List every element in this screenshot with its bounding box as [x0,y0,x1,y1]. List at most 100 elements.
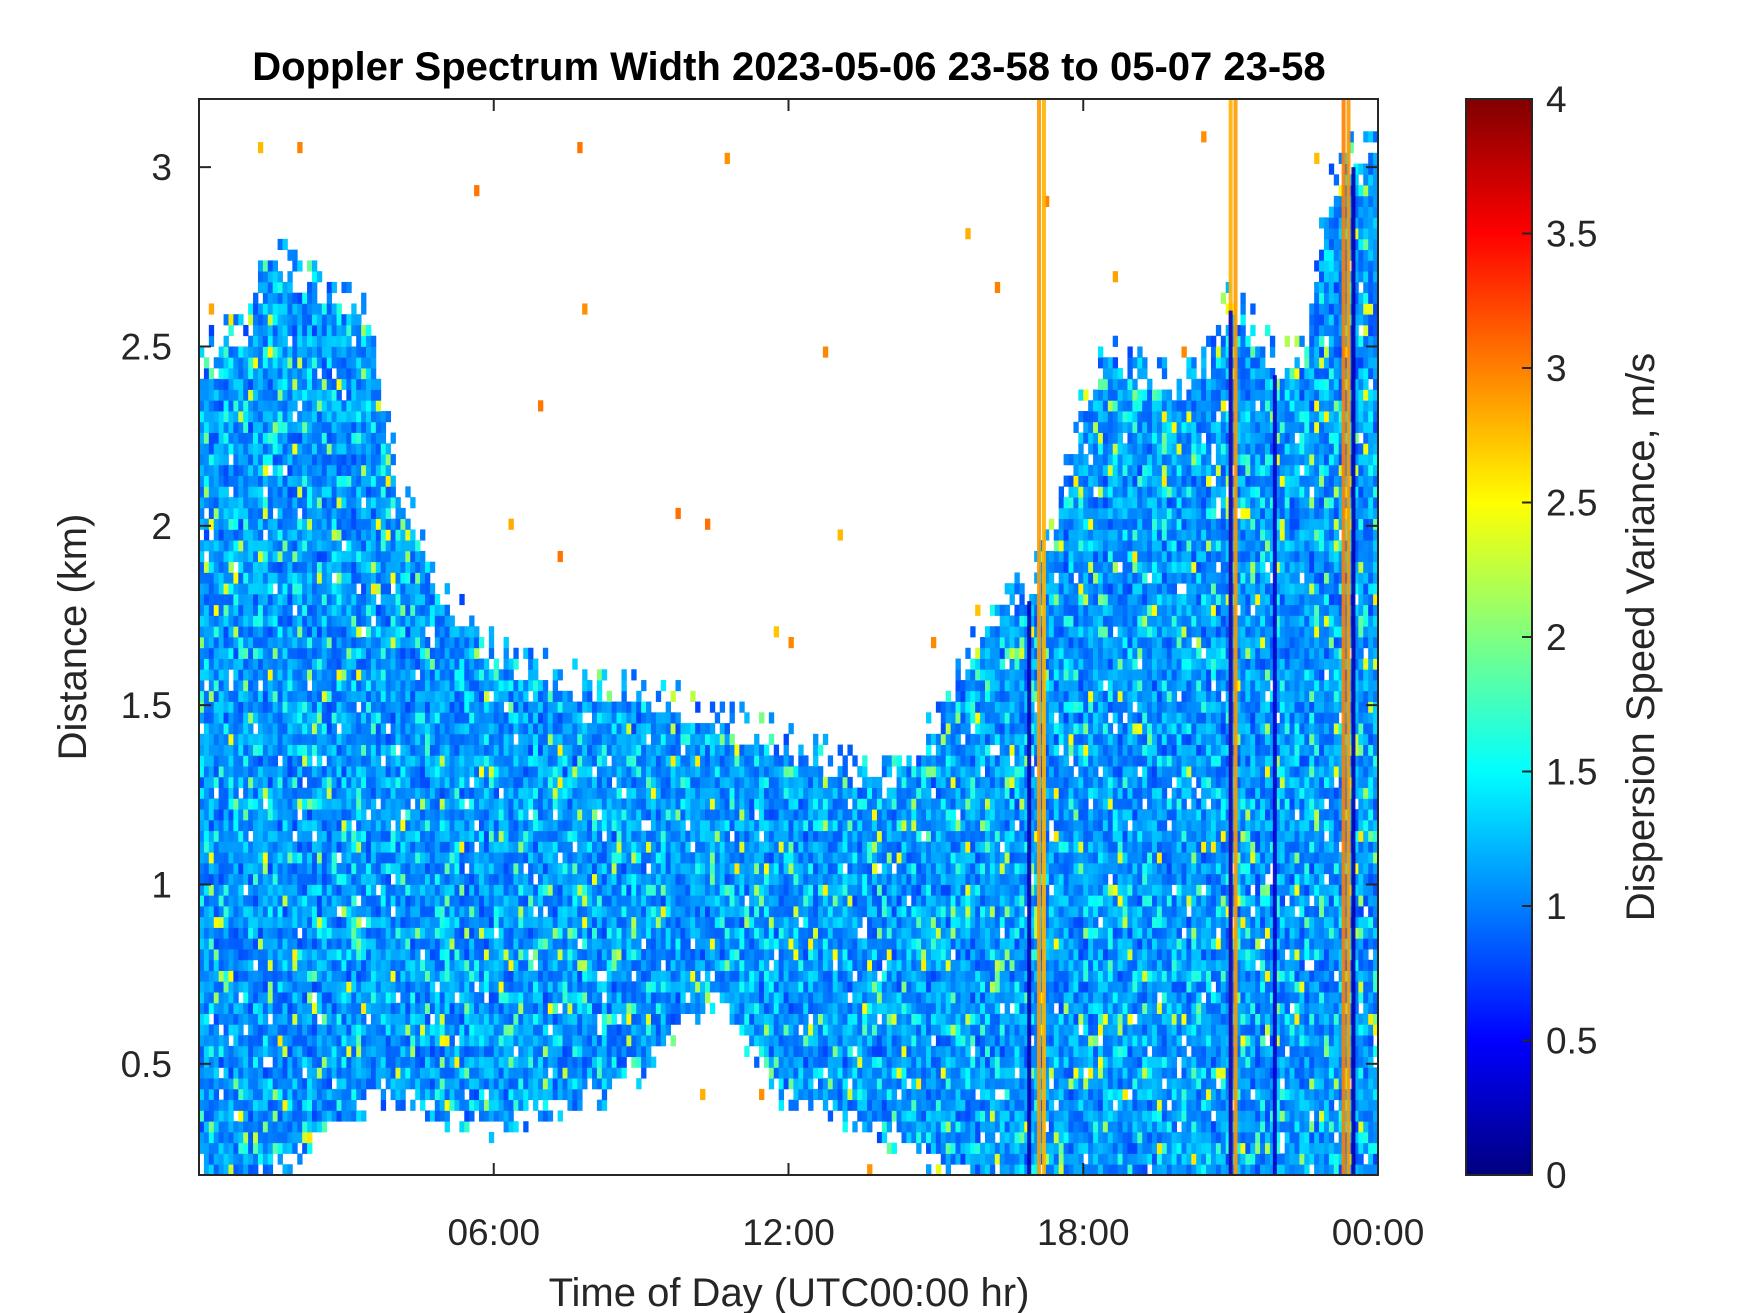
heatmap-cell [498,830,504,842]
heatmap-cell [282,992,288,1004]
heatmap-cell [606,1002,613,1014]
heatmap-cell [208,981,215,993]
heatmap-cell [587,852,593,864]
heatmap-cell [567,906,573,918]
heatmap-cell [292,529,298,541]
heatmap-cell [385,1045,391,1058]
heatmap-cell [577,1045,583,1058]
heatmap-cell [587,723,593,735]
heatmap-cell [488,680,495,692]
heatmap-cell [302,766,308,778]
heatmap-cell [601,981,608,993]
heatmap-cell [228,830,234,842]
heatmap-cell [321,819,328,832]
heatmap-cell [356,1035,362,1047]
heatmap-cell [228,819,234,832]
heatmap-cell [238,604,244,616]
heatmap-cell [277,389,283,401]
heatmap-cell [479,916,485,928]
heatmap-cell [253,884,259,896]
heatmap-cell [479,755,485,767]
heatmap-cell [248,626,254,638]
heatmap-cell [444,583,450,595]
heatmap-cell [208,992,215,1004]
heatmap-cell [287,497,293,509]
heatmap-cell [542,927,549,939]
heatmap-cell [370,669,377,681]
heatmap-cell [444,1067,450,1079]
heatmap-cell [537,830,544,842]
heatmap-cell [331,733,337,745]
heatmap-cell [567,981,573,993]
heatmap-cell [223,1067,229,1079]
heatmap-cell [439,1024,446,1036]
heatmap-cell [616,809,622,821]
heatmap-cell [380,1045,387,1058]
heatmap-cell [233,766,239,778]
heatmap-cell [444,776,450,789]
heatmap-cell [596,744,603,756]
heatmap-cell [572,1024,578,1036]
heatmap-cell [267,690,274,702]
heatmap-cell [380,949,387,961]
heatmap-cell [587,1002,593,1014]
heatmap-cell [488,873,495,885]
heatmap-cell [331,949,337,961]
heatmap-cell [267,992,274,1004]
heatmap-cell [257,1024,264,1036]
heatmap-cell [223,819,229,832]
heatmap-cell [464,712,470,724]
heatmap-cell [434,755,441,767]
heatmap-cell [361,927,367,939]
heatmap-cell [434,1056,441,1068]
heatmap-cell [331,712,337,724]
heatmap-cell [410,529,416,541]
heatmap-cell [552,830,559,842]
heatmap-cell [257,701,264,713]
heatmap-cell [439,755,446,767]
heatmap-cell [262,723,269,735]
heatmap-cell [316,464,323,476]
heatmap-cell [208,637,215,649]
heatmap-cell [351,927,357,939]
heatmap-cell [537,959,544,971]
heatmap-cell [366,1035,372,1047]
heatmap-cell [400,701,406,713]
heatmap-cell [479,992,485,1004]
heatmap-cell [233,550,239,563]
heatmap-cell [380,927,387,939]
heatmap-cell [218,658,224,670]
heatmap-cell [444,701,450,713]
heatmap-cell [503,669,509,681]
heatmap-cell [272,690,278,702]
heatmap-cell [302,862,308,875]
heatmap-cell [272,637,278,649]
heatmap-cell [223,830,229,842]
heatmap-cell [307,454,313,466]
heatmap-cell [248,852,254,864]
heatmap-cell [253,1153,259,1165]
heatmap-cell [567,712,573,724]
heatmap-cell [208,593,215,606]
heatmap-cell [424,873,431,885]
heatmap-cell [449,1067,455,1079]
heatmap-cell [366,593,372,606]
heatmap-cell [370,884,377,896]
heatmap-cell [449,809,455,821]
heatmap-cell [331,723,337,735]
heatmap-cell [262,357,269,369]
heatmap-cell [248,906,254,918]
heatmap-cell [474,766,480,778]
heatmap-cell [213,733,220,745]
heatmap-cell [474,959,480,971]
heatmap-cell [567,787,573,799]
heatmap-cell [287,464,293,476]
heatmap-cell [282,593,288,606]
heatmap-cell [262,1035,269,1047]
heatmap-cell [542,819,549,832]
heatmap-cell [552,959,559,971]
heatmap-cell [513,1067,519,1079]
heatmap-cell [395,776,401,789]
heatmap-cell [518,906,524,918]
heatmap-cell [311,368,318,380]
